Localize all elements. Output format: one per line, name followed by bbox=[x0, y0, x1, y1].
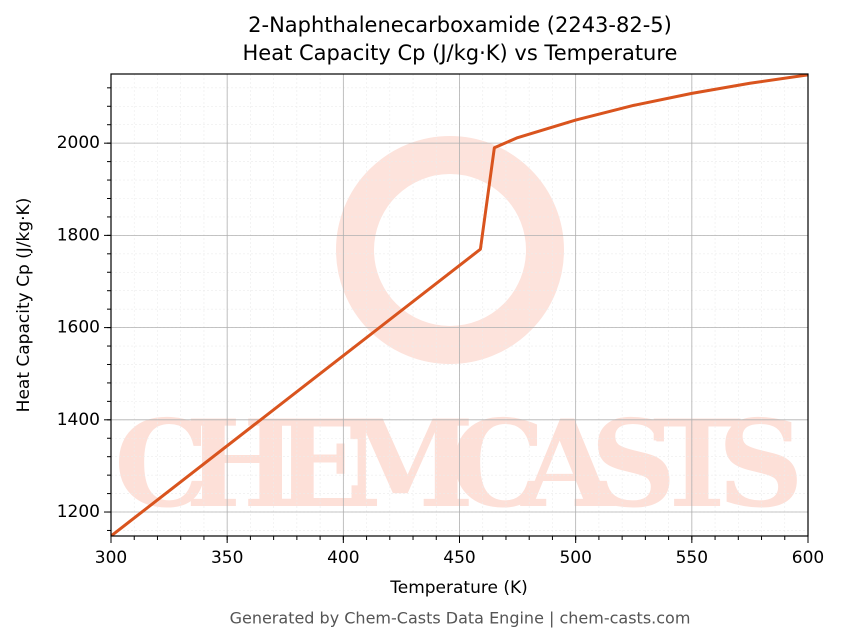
x-tick-label: 400 bbox=[327, 548, 359, 568]
footer: Generated by Chem-Casts Data Engine | ch… bbox=[230, 609, 691, 628]
y-tick-label: 1800 bbox=[57, 225, 100, 245]
x-tick-label: 450 bbox=[443, 548, 475, 568]
chart-subtitle: Heat Capacity Cp (J/kg·K) vs Temperature bbox=[243, 41, 678, 65]
y-axis-label: Heat Capacity Cp (J/kg·K) bbox=[14, 198, 34, 413]
y-tick-label: 1600 bbox=[57, 318, 100, 338]
x-tick-label: 350 bbox=[211, 548, 243, 568]
watermark-logo bbox=[336, 136, 564, 364]
y-tick-label: 2000 bbox=[57, 133, 100, 153]
x-axis-label: Temperature (K) bbox=[389, 578, 528, 598]
y-tick-label: 1200 bbox=[57, 502, 100, 522]
x-tick-label: 550 bbox=[676, 548, 708, 568]
y-tick-label: 1400 bbox=[57, 410, 100, 430]
plot-frame bbox=[110, 73, 809, 537]
x-tick-label: 600 bbox=[792, 548, 824, 568]
x-tick-label: 500 bbox=[559, 548, 591, 568]
x-tick-label: 300 bbox=[95, 548, 127, 568]
data-line bbox=[111, 73, 808, 536]
watermark: CHEMCASTS bbox=[114, 394, 804, 535]
chart-title: 2-Naphthalenecarboxamide (2243-82-5) bbox=[248, 13, 672, 37]
